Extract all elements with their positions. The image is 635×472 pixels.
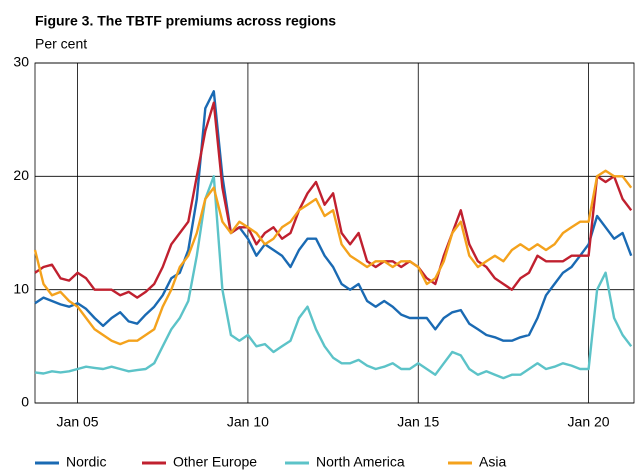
x-tick-label: Jan 15 (397, 414, 439, 430)
y-tick-label: 0 (21, 394, 29, 410)
chart-subtitle: Per cent (35, 36, 87, 52)
series-line (34, 90, 633, 342)
legend-label: North America (316, 454, 405, 470)
legend-label: Nordic (66, 454, 106, 470)
plot-frame (34, 62, 635, 404)
series-line (34, 101, 633, 299)
y-tick-label: 10 (13, 280, 29, 296)
series-line (33, 169, 633, 346)
chart-title: Figure 3. The TBTF premiums across regio… (35, 13, 336, 29)
series-line (34, 175, 633, 380)
legend-label: Other Europe (173, 454, 257, 470)
legend-label: Asia (479, 454, 506, 470)
y-tick-label: 20 (13, 167, 29, 183)
y-tick-label: 30 (13, 54, 29, 70)
x-tick-label: Jan 10 (227, 414, 269, 430)
x-tick-label: Jan 05 (57, 414, 99, 430)
x-tick-label: Jan 20 (568, 414, 610, 430)
